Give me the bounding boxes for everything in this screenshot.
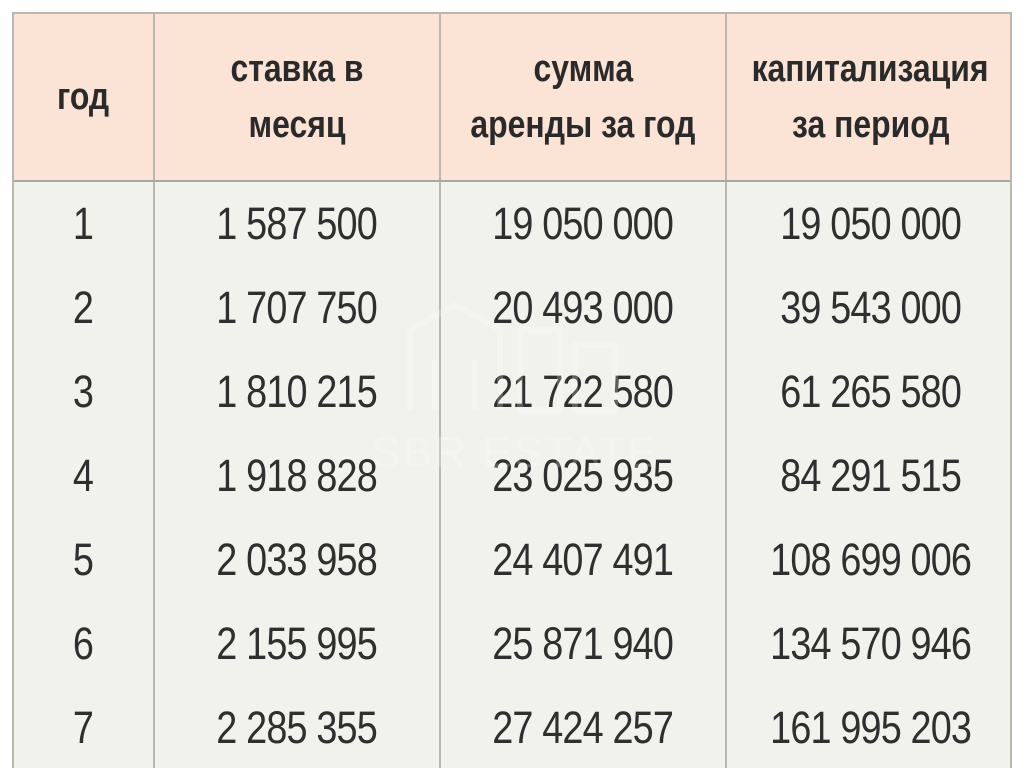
header-capitalization-line1: капитализация	[752, 48, 989, 90]
table-row: 7 2 285 355 27 424 257 161 995 203	[14, 686, 1010, 768]
cell-monthly-rate: 2 033 958	[154, 518, 441, 602]
cell-capitalization: 61 265 580	[780, 366, 962, 417]
cell-capitalization: 134 570 946	[770, 618, 972, 669]
cell-year: 7	[14, 686, 155, 768]
cell-annual-rent: 21 722 580	[440, 350, 727, 434]
cell-monthly-rate: 2 155 995	[154, 602, 441, 686]
header-monthly-rate-label: ставка в месяц	[230, 48, 364, 146]
cell-annual-rent: 19 050 000	[440, 181, 727, 266]
cell-monthly-rate: 1 707 750	[154, 266, 441, 350]
header-annual-rent: сумма аренды за год	[440, 14, 727, 182]
data-table: год ставка в месяц сумма аренды за год к…	[14, 14, 1010, 768]
cell-annual-rent: 25 871 940	[440, 602, 727, 686]
header-capitalization: капитализация за период	[726, 14, 1010, 182]
cell-annual-rent: 20 493 000	[440, 266, 727, 350]
header-year-label: год	[57, 76, 110, 118]
cell-year: 1	[14, 181, 155, 266]
cell-year: 2	[14, 266, 155, 350]
table-row: 6 2 155 995 25 871 940 134 570 946	[14, 602, 1010, 686]
cell-monthly-rate: 1 918 828	[154, 434, 441, 518]
header-monthly-rate: ставка в месяц	[154, 14, 441, 182]
cell-capitalization: 19 050 000	[780, 198, 962, 249]
cell-monthly-rate: 2 285 355	[154, 686, 441, 768]
table-row: 4 1 918 828 23 025 935 84 291 515	[14, 434, 1010, 518]
header-year: год	[14, 14, 155, 182]
cell-year: 4	[14, 434, 155, 518]
header-annual-rent-line1: сумма	[533, 48, 633, 90]
cell-annual-rent: 27 424 257	[440, 686, 727, 768]
table-header-row: год ставка в месяц сумма аренды за год к…	[14, 14, 1010, 182]
table-row: 3 1 810 215 21 722 580 61 265 580	[14, 350, 1010, 434]
header-capitalization-line2: за период	[791, 104, 950, 146]
cell-annual-rent: 23 025 935	[440, 434, 727, 518]
cell-capitalization: 39 543 000	[780, 282, 962, 333]
cell-year: 6	[14, 602, 155, 686]
cell-annual-rent: 24 407 491	[440, 518, 727, 602]
cell-capitalization: 108 699 006	[770, 534, 972, 585]
header-annual-rent-line2: аренды за год	[470, 104, 696, 146]
table-row: 2 1 707 750 20 493 000 39 543 000	[14, 266, 1010, 350]
cell-monthly-rate: 1 810 215	[154, 350, 441, 434]
cell-capitalization: 84 291 515	[780, 450, 962, 501]
cell-monthly-rate: 1 587 500	[154, 181, 441, 266]
table-row: 5 2 033 958 24 407 491 108 699 006	[14, 518, 1010, 602]
rent-capitalization-table: год ставка в месяц сумма аренды за год к…	[12, 12, 1012, 768]
cell-year: 3	[14, 350, 155, 434]
table-row: 1 1 587 500 19 050 000 19 050 000	[14, 181, 1010, 266]
cell-year: 5	[14, 518, 155, 602]
cell-capitalization: 161 995 203	[770, 702, 972, 753]
